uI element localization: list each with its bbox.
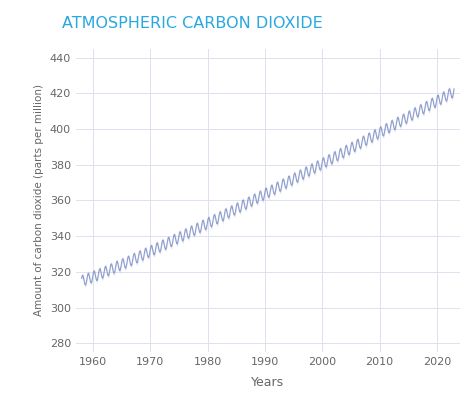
Text: ATMOSPHERIC CARBON DIOXIDE: ATMOSPHERIC CARBON DIOXIDE [62, 16, 322, 31]
X-axis label: Years: Years [251, 375, 284, 388]
Y-axis label: Amount of carbon dioxide (parts per million): Amount of carbon dioxide (parts per mill… [34, 85, 44, 316]
